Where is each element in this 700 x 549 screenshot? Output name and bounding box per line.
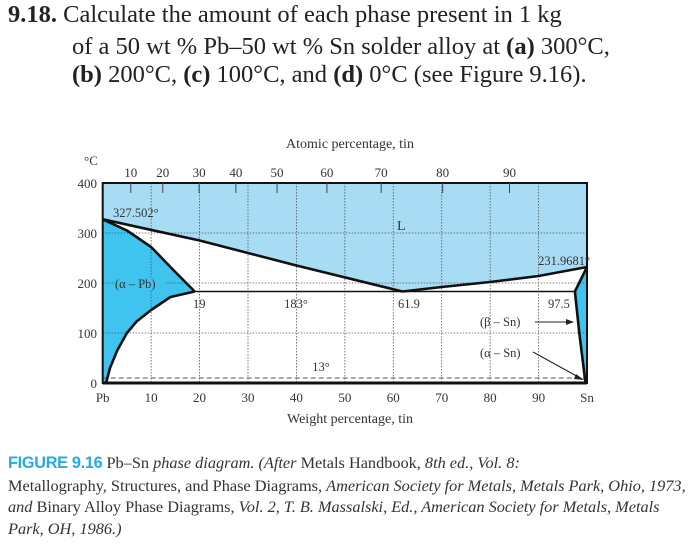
atomic-tick-label: 50 <box>271 165 284 180</box>
alpha-pb-label-bg <box>114 277 166 291</box>
x-tick-label: 50 <box>338 390 351 405</box>
bottom-axis-label: Weight percentage, tin <box>287 412 413 427</box>
x-tick-label: 80 <box>484 390 497 405</box>
arrowhead-icon <box>574 374 584 380</box>
problem-line-2: of a 50 wt % Pb–50 wt % Sn solder alloy … <box>72 33 610 60</box>
y-tick-label: 400 <box>78 176 98 191</box>
eutectic-temp-label: 183° <box>284 297 308 311</box>
atomic-tick-label: 90 <box>503 165 516 180</box>
x-tick-label: Pb <box>96 390 110 405</box>
x-tick-label: 40 <box>290 390 303 405</box>
atomic-tick-label: 30 <box>193 165 206 180</box>
atomic-tick-label: 40 <box>229 165 242 180</box>
x-tick-label: 90 <box>532 390 545 405</box>
arrowhead-icon <box>566 319 574 325</box>
y-tick-label: 200 <box>78 276 98 291</box>
pb-sn-phase-diagram: 10 20 30 40 50 60 70 80 90 Atomic percentage, tin… <box>78 137 595 427</box>
eutectic-comp-label: 61.9 <box>398 297 420 311</box>
x-tick-label: 30 <box>241 390 254 405</box>
top-axis-label: Atomic percentage, tin <box>286 137 414 152</box>
beta-sn-label: (β – Sn) <box>480 315 520 329</box>
alpha-pb-region <box>102 219 195 383</box>
x-tick-label: 20 <box>193 390 206 405</box>
x-tick-label: 70 <box>435 390 448 405</box>
beta-solidus <box>573 266 589 293</box>
x-tick-label: Sn <box>580 390 594 405</box>
alpha-pb-label: (α – Pb) <box>115 277 156 291</box>
alpha-solvus <box>104 290 195 384</box>
atomic-tick-label: 80 <box>436 165 449 180</box>
beta-max-label: 97.5 <box>548 297 570 311</box>
liquidus-sn-side <box>402 265 588 293</box>
problem-line-1: 9.18. Calculate the amount of each phase… <box>8 1 562 28</box>
atomic-tick-label: 60 <box>320 165 333 180</box>
y-tick-label: 100 <box>78 326 98 341</box>
atomic-tick-label: 10 <box>124 165 137 180</box>
alpha-sn-label: (α – Sn) <box>480 346 521 360</box>
y-tick-label: 300 <box>78 226 98 241</box>
liquidus-pb-side <box>102 218 403 293</box>
liquid-label: L <box>397 219 406 234</box>
sn-melting-label: 231.9681° <box>538 254 590 268</box>
x-tick-label: 60 <box>387 390 400 405</box>
alpha-solidus <box>102 218 196 293</box>
y-unit-label: °C <box>84 153 98 168</box>
beta-sn-region <box>574 267 587 383</box>
alpha-max-label: 19 <box>193 297 206 311</box>
beta-solvus <box>573 291 587 384</box>
atomic-tick-label: 20 <box>156 165 169 180</box>
alpha-sn-arrow <box>532 351 583 380</box>
figure-caption: FIGURE 9.16 Pb–Sn phase diagram. (After … <box>8 453 686 538</box>
x-tick-label: 10 <box>145 390 158 405</box>
problem-line-3: (b) 200°C, (c) 100°C, and (d) 0°C (see F… <box>72 61 587 88</box>
y-tick-label: 0 <box>91 376 98 391</box>
atomic-tick-label: 70 <box>375 165 388 180</box>
problem-number: 9.18. <box>8 1 57 28</box>
transform-temp-label: 13° <box>312 360 330 374</box>
pb-melting-label: 327.502° <box>113 206 159 220</box>
